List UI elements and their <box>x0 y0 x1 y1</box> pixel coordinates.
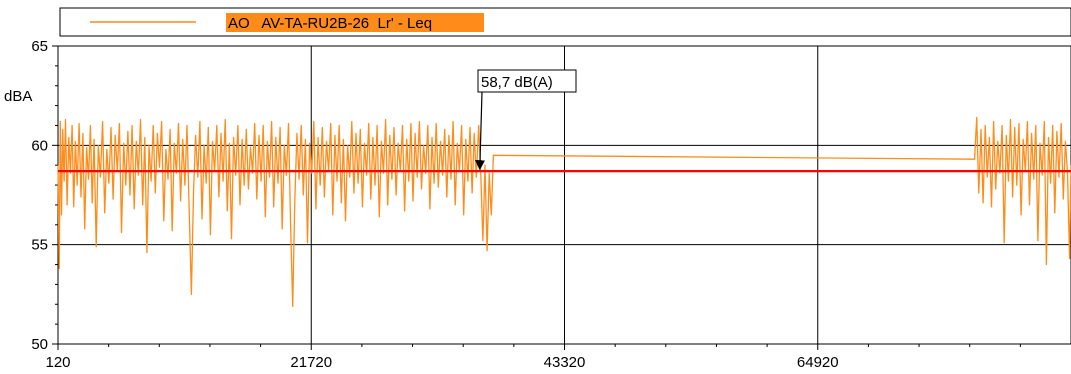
x-tick-labels: 120 21720 43320 64920 <box>45 354 838 371</box>
y-tick-label: 50 <box>31 336 48 353</box>
series-layer <box>57 116 1071 307</box>
legend-box <box>59 7 1071 37</box>
legend-label: AO AV-TA-RU2B-26 Lr' - Leq <box>228 15 432 32</box>
x-tick-label: 64920 <box>797 354 839 371</box>
legend: AO AV-TA-RU2B-26 Lr' - Leq <box>59 7 1071 37</box>
annotation-box <box>477 69 577 93</box>
y-tick-label: 55 <box>31 237 48 254</box>
legend-label-highlight <box>226 13 484 32</box>
annotation: 58,7 dB(A) <box>475 69 577 171</box>
series-line-0 <box>57 116 1071 307</box>
y-tick-label: 60 <box>31 137 48 154</box>
y-axis-label: dBA <box>4 88 32 105</box>
minor-ticks <box>55 65 1021 347</box>
x-tick-label: 120 <box>45 354 70 371</box>
y-tick-labels: 50 55 60 65 <box>31 38 48 353</box>
annotation-label: 58,7 dB(A) <box>481 74 553 91</box>
annotation-arrow <box>475 91 486 171</box>
x-tick-label: 21720 <box>290 354 332 371</box>
x-tick-label: 43320 <box>544 354 586 371</box>
y-tick-label: 65 <box>31 38 48 55</box>
grid <box>52 45 1071 350</box>
